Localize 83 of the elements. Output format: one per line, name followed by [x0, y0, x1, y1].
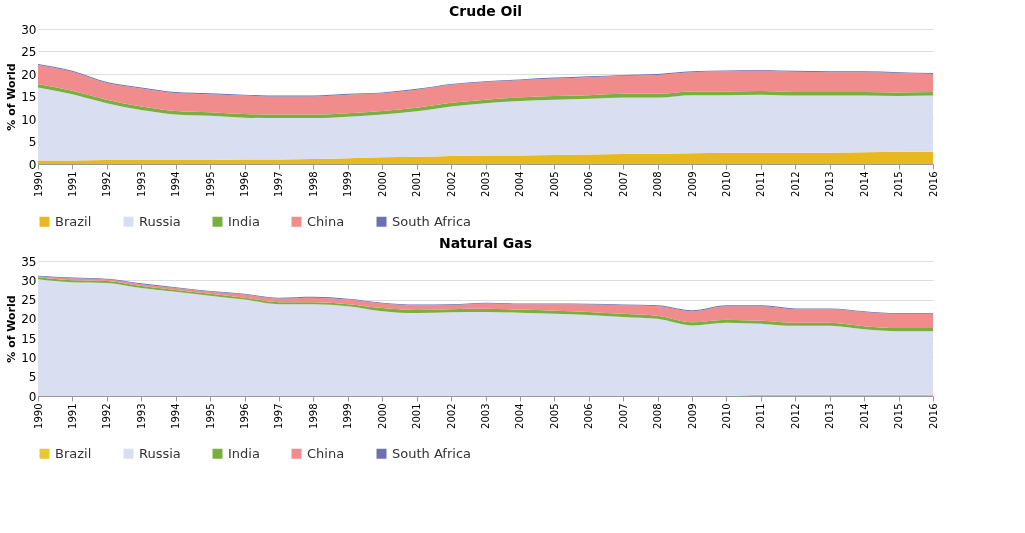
x-tick-label: 2014 — [858, 403, 870, 429]
x-tick-label: 2012 — [789, 403, 801, 429]
x-tick-label: 1991 — [66, 403, 78, 429]
y-tick-label: 25 — [21, 293, 37, 308]
y-tick-label: 5 — [28, 370, 37, 385]
x-tick-label: 2008 — [652, 403, 664, 429]
y-tick-label: 15 — [21, 331, 37, 346]
x-tick-label: 2003 — [480, 403, 491, 429]
legend-label: Russia — [139, 213, 181, 229]
x-tick-label: 2010 — [720, 171, 732, 197]
x-tick-label: 1993 — [135, 171, 147, 197]
x-tick-label: 1997 — [273, 403, 285, 429]
y-tick-label: 20 — [21, 312, 37, 327]
x-tick-label: 2012 — [789, 171, 801, 197]
x-tick-label: 2014 — [858, 171, 870, 197]
chart-title: Crude Oil — [448, 3, 523, 19]
x-tick-label: 2000 — [376, 171, 388, 197]
y-tick-label: 30 — [21, 273, 37, 288]
x-tick-label: 2011 — [755, 171, 767, 197]
legend-label: Brazil — [55, 213, 92, 229]
y-tick-label: 10 — [21, 350, 37, 365]
x-tick-label: 2007 — [617, 171, 629, 197]
x-tick-label: 2013 — [824, 171, 836, 197]
x-tick-label: 1991 — [66, 171, 78, 197]
x-tick-label: 2016 — [927, 171, 939, 197]
x-tick-label: 2008 — [652, 171, 664, 197]
x-tick-label: 2016 — [927, 403, 939, 429]
y-tick-label: 15 — [21, 90, 37, 104]
x-tick-label: 2007 — [617, 403, 629, 429]
legend-label: South Africa — [392, 445, 471, 461]
x-tick-label: 2009 — [686, 171, 698, 197]
y-tick-label: 20 — [21, 67, 37, 82]
legend-label: China — [307, 445, 345, 461]
x-tick-label: 1994 — [170, 403, 182, 429]
y-tick-label: 0 — [28, 157, 37, 172]
legend-label: South Africa — [392, 213, 471, 229]
x-tick-label: 2010 — [720, 403, 732, 429]
legend-label: Russia — [139, 445, 181, 461]
chart-title: Natural Gas — [438, 235, 533, 251]
x-tick-label: 2013 — [824, 403, 836, 429]
x-tick-label: 2003 — [480, 171, 491, 197]
y-tick-label: 5 — [28, 135, 37, 149]
x-tick-label: 2009 — [686, 403, 698, 429]
x-tick-label: 2006 — [583, 171, 595, 197]
x-tick-label: 1990 — [32, 403, 44, 429]
x-tick-label: 2004 — [514, 403, 526, 429]
x-tick-label: 2000 — [376, 403, 388, 429]
x-tick-label: 1997 — [273, 171, 285, 197]
x-tick-label: 2015 — [893, 403, 905, 429]
x-tick-label: 1992 — [101, 403, 113, 429]
x-tick-label: 2002 — [445, 403, 457, 429]
legend-label: China — [307, 213, 345, 229]
x-tick-label: 1999 — [342, 403, 354, 429]
y-axis-title: % of World — [5, 295, 19, 363]
x-tick-label: 2002 — [445, 171, 457, 197]
x-tick-label: 2006 — [583, 403, 595, 429]
x-tick-label: 1994 — [170, 171, 182, 197]
x-tick-label: 1996 — [239, 403, 251, 429]
x-tick-label: 2001 — [411, 171, 423, 197]
x-tick-label: 2015 — [893, 171, 905, 197]
legend-label: Brazil — [55, 445, 92, 461]
legend-label: India — [228, 213, 260, 229]
y-tick-label: 0 — [28, 389, 37, 404]
y-tick-label: 30 — [21, 22, 37, 37]
x-tick-label: 2005 — [548, 403, 560, 429]
x-tick-label: 1998 — [307, 403, 319, 429]
x-tick-label: 2004 — [514, 171, 526, 197]
y-axis-title: % of World — [5, 63, 19, 131]
y-tick-label: 25 — [21, 45, 37, 59]
x-tick-label: 1995 — [204, 403, 216, 429]
x-tick-label: 1995 — [204, 171, 216, 197]
x-tick-label: 1998 — [307, 171, 319, 197]
y-tick-label: 35 — [21, 254, 37, 269]
x-tick-label: 2005 — [548, 171, 560, 197]
y-tick-label: 10 — [21, 112, 37, 127]
x-tick-label: 1996 — [239, 171, 251, 197]
x-tick-label: 1993 — [135, 403, 147, 429]
x-tick-label: 1999 — [342, 171, 354, 197]
legend-label: India — [228, 445, 260, 461]
x-tick-label: 2011 — [755, 403, 767, 429]
x-tick-label: 1990 — [32, 171, 44, 197]
x-tick-label: 1992 — [101, 171, 113, 197]
x-tick-label: 2001 — [411, 403, 423, 429]
